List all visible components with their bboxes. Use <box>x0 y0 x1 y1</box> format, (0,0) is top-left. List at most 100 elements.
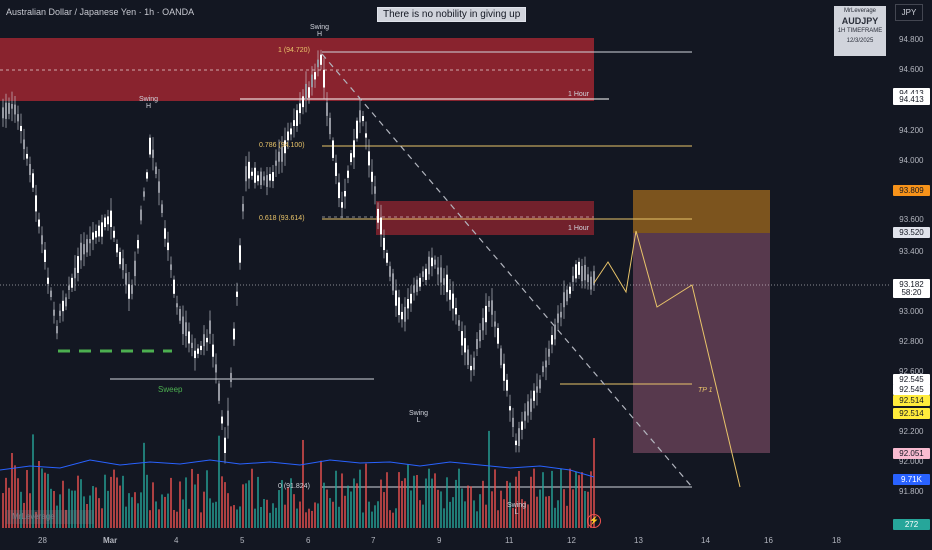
candle-body <box>296 110 298 126</box>
volume-bar <box>20 491 22 528</box>
candle-body <box>500 348 502 366</box>
entry-box[interactable] <box>633 190 770 233</box>
price-tick: 92.000 <box>899 457 924 466</box>
volume-bar <box>125 506 127 528</box>
volume-bar <box>500 490 502 528</box>
trend-line[interactable] <box>321 53 693 488</box>
sweep-label: Sweep <box>158 385 183 394</box>
target-box[interactable] <box>633 233 770 453</box>
volume-bar <box>89 495 91 528</box>
supply-zone-mid[interactable] <box>376 201 594 235</box>
volume-bar <box>29 493 31 528</box>
volume-bar <box>452 497 454 528</box>
candle-body <box>110 210 112 228</box>
volume-bar <box>428 468 430 528</box>
price-tick: 93.400 <box>899 247 924 256</box>
candle-body <box>467 349 469 365</box>
volume-bar <box>482 480 484 528</box>
candle-body <box>389 266 391 277</box>
candle-body <box>539 379 541 389</box>
candle-body <box>170 264 172 270</box>
candle-body <box>410 293 412 304</box>
candle-body <box>164 228 166 239</box>
candle-body <box>20 125 22 132</box>
volume-bar <box>149 510 151 528</box>
candle-body <box>218 383 220 401</box>
candle-body <box>95 230 97 238</box>
candle-body <box>422 271 424 277</box>
volume-bar <box>143 442 145 528</box>
volume-bar <box>581 472 583 528</box>
volume-bar <box>68 488 70 528</box>
candle-body <box>560 311 562 318</box>
candle-body <box>260 171 262 186</box>
volume-bar <box>74 490 76 528</box>
candle-body <box>434 259 436 265</box>
volume-bar <box>593 438 595 528</box>
candle-body <box>413 285 415 293</box>
candle-body <box>62 300 64 312</box>
price-chart[interactable] <box>0 0 890 532</box>
candle-body <box>263 176 265 181</box>
candle-body <box>569 286 571 294</box>
volume-bar <box>422 504 424 528</box>
volume-bar <box>464 501 466 528</box>
volume-bar <box>26 470 28 528</box>
time-tick: 4 <box>174 536 179 545</box>
candle-body <box>398 297 400 316</box>
volume-bar <box>71 490 73 528</box>
fib-label-0: 0 (91.824) <box>278 483 310 490</box>
candle-body <box>251 171 253 176</box>
candle-body <box>32 173 34 188</box>
volume-bar <box>503 499 505 528</box>
volume-bar <box>416 475 418 528</box>
info-symbol: AUDJPY <box>841 16 879 26</box>
candle-body <box>278 151 280 162</box>
candle-body <box>581 266 583 282</box>
candle-body <box>290 128 292 135</box>
volume-bar <box>359 469 361 528</box>
candle-body <box>344 191 346 197</box>
candle-body <box>185 322 187 336</box>
candle-body <box>146 172 148 179</box>
candle-body <box>2 107 4 119</box>
volume-bar <box>569 468 571 528</box>
volume-bar <box>353 478 355 528</box>
volume-bar <box>467 485 469 528</box>
candle-body <box>509 406 511 411</box>
candle-body <box>230 372 232 382</box>
lightning-icon[interactable]: ⚡ <box>587 514 601 528</box>
time-tick: 12 <box>567 536 576 545</box>
volume-bar <box>548 496 550 528</box>
candle-body <box>131 285 133 294</box>
volume-bar <box>98 498 100 528</box>
price-label: 9.71K <box>893 474 930 485</box>
volume-bar <box>446 477 448 528</box>
time-tick: 11 <box>505 536 514 545</box>
candle-body <box>44 249 46 262</box>
price-label: 93.182 <box>893 279 930 290</box>
candle-body <box>545 360 547 368</box>
volume-bar <box>551 470 553 528</box>
volume-bar <box>431 478 433 528</box>
volume-bar <box>284 504 286 528</box>
volume-bar <box>230 506 232 528</box>
volume-bar <box>80 479 82 528</box>
candle-body <box>71 277 73 288</box>
candle-body <box>374 186 376 194</box>
volume-bar <box>410 490 412 528</box>
volume-bar <box>275 507 277 528</box>
candle-body <box>506 379 508 391</box>
candle-body <box>386 252 388 263</box>
currency-button[interactable]: JPY <box>895 4 923 21</box>
volume-bar <box>203 491 205 528</box>
candle-body <box>17 114 19 122</box>
candle-body <box>179 309 181 321</box>
volume-bar <box>485 504 487 528</box>
volume-bar <box>95 487 97 528</box>
price-label: 92.514 <box>893 408 930 419</box>
candle-body <box>392 273 394 291</box>
candle-body <box>578 261 580 275</box>
volume-bar <box>470 486 472 528</box>
candle-body <box>482 317 484 331</box>
